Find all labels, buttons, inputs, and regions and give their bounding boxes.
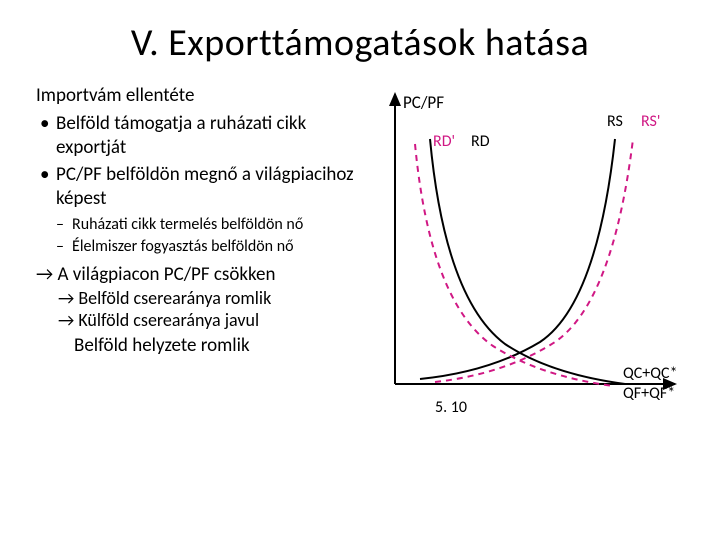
- svg-text:RD': RD': [433, 132, 455, 151]
- svg-text:RS: RS: [607, 112, 623, 131]
- arrow-sub: → Belföld cserearánya romlik: [36, 287, 375, 310]
- text-column: Importvám ellentéte Belföld támogatja a …: [36, 84, 375, 357]
- svg-text:5. 10: 5. 10: [435, 398, 467, 417]
- dash-item: Ruházati cikk termelés belföldön nő: [36, 215, 375, 235]
- final-line: Belföld helyzete romlik: [36, 334, 375, 358]
- svg-text:RD: RD: [471, 132, 490, 151]
- svg-text:RS': RS': [641, 112, 660, 131]
- bullet-item: Belföld támogatja a ruházati cikk export…: [36, 112, 375, 160]
- bullet-item: PC/PF belföldön megnő a világpiacihoz ké…: [36, 163, 375, 211]
- svg-text:QF+QF*: QF+QF*: [623, 384, 675, 403]
- slide-title: V. Exporttámogatások hatása: [36, 20, 684, 66]
- economics-chart: PC/PF RD RS RD' RS' 5. 10 QC+QC*QF+QF*: [375, 84, 685, 434]
- arrow-main: → A világpiacon PC/PF csökken: [36, 263, 375, 287]
- svg-text:QC+QC*: QC+QC*: [623, 364, 678, 383]
- svg-text:PC/PF: PC/PF: [403, 92, 444, 113]
- chart-area: PC/PFRDRSRD'RS'5. 10QC+QC*QF+QF*: [375, 84, 684, 357]
- arrow-sub: → Külföld cserearánya javul: [36, 309, 375, 332]
- dash-item: Élelmiszer fogyasztás belföldön nő: [36, 237, 375, 257]
- intro-text: Importvám ellentéte: [36, 84, 375, 108]
